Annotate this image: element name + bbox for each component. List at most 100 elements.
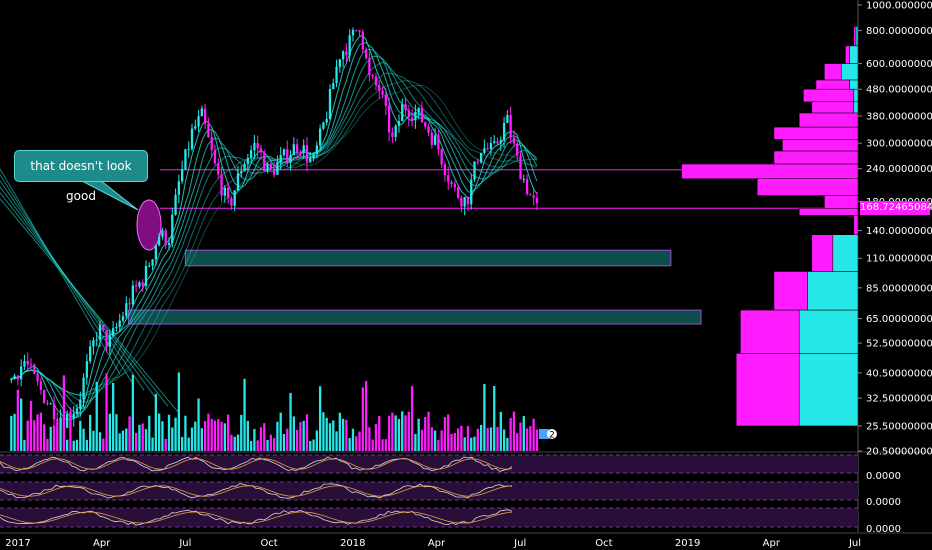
volume-bar — [213, 420, 217, 451]
x-tick-label: Apr — [428, 538, 446, 549]
candle — [479, 152, 483, 163]
candle — [430, 132, 433, 145]
candle — [295, 144, 299, 153]
x-tick-label: Apr — [763, 538, 781, 549]
candle — [92, 340, 95, 347]
volume-bar — [164, 438, 167, 451]
candle — [148, 265, 151, 267]
candle — [453, 183, 456, 188]
candle — [26, 360, 29, 365]
volume-bar — [338, 412, 341, 451]
volume-bar — [427, 411, 430, 451]
candle — [154, 245, 158, 260]
volume-profile-down-10 — [773, 150, 859, 165]
volume-bar — [62, 375, 66, 451]
candle — [286, 149, 289, 163]
candle — [10, 379, 13, 381]
candle — [427, 126, 430, 133]
candle — [20, 366, 23, 380]
volume-bar — [39, 412, 43, 451]
volume-bar — [197, 398, 200, 451]
volume-bar — [29, 400, 33, 451]
volume-profile-down-19 — [735, 353, 800, 427]
volume-bar — [378, 415, 381, 451]
y-tick-label: 380.00000000 — [866, 112, 932, 123]
volume-profile-up-17 — [807, 271, 859, 311]
volume-profile-up-16 — [832, 234, 859, 272]
volume-bar — [210, 418, 213, 451]
candle — [496, 141, 499, 144]
volume-bar — [450, 433, 453, 451]
volume-bar — [525, 428, 529, 451]
volume-bar — [56, 421, 59, 451]
volume-bar — [522, 416, 525, 451]
volume-bar — [509, 418, 512, 451]
volume-bar — [443, 417, 447, 451]
candle — [315, 145, 318, 154]
candle — [111, 328, 115, 336]
oscillator-band-2 — [0, 482, 858, 500]
x-tick-label: 2018 — [340, 538, 365, 549]
volume-profile-down-1 — [853, 26, 857, 47]
candle — [177, 181, 181, 195]
highlight-ellipse — [136, 199, 162, 251]
x-tick-label: 2019 — [675, 538, 700, 549]
candle — [88, 346, 92, 362]
volume-bar — [387, 415, 391, 451]
candle — [52, 403, 56, 420]
candle — [105, 329, 108, 347]
candle — [108, 335, 112, 347]
volume-bar — [447, 414, 450, 451]
y-tick-label: 600.00000000 — [866, 59, 932, 70]
volume-bar — [394, 415, 397, 451]
candle — [338, 59, 341, 67]
volume-bar — [289, 392, 292, 451]
volume-bar — [246, 420, 249, 451]
moving-average-7 — [11, 80, 537, 396]
volume-bar — [292, 416, 295, 451]
volume-bar — [506, 437, 509, 451]
volume-bar — [420, 429, 424, 451]
volume-bar — [535, 429, 539, 451]
candle — [433, 135, 437, 145]
volume-bar — [115, 414, 118, 451]
candle — [312, 153, 315, 159]
volume-bar — [220, 421, 223, 451]
volume-bar — [486, 427, 489, 451]
candle — [200, 108, 203, 117]
volume-bar — [223, 423, 226, 451]
candle — [217, 163, 220, 175]
candle — [506, 115, 509, 123]
volume-profile-down-16 — [811, 234, 834, 272]
candle — [56, 419, 59, 422]
volume-bar — [59, 419, 62, 451]
moving-average-2 — [11, 42, 538, 419]
volume-profile-up-5 — [853, 88, 859, 103]
candle — [236, 173, 240, 191]
candle — [82, 377, 85, 400]
volume-bar — [190, 427, 194, 451]
volume-bar — [49, 426, 52, 451]
volume-profile-up-18 — [798, 309, 859, 354]
oscillator-axis-label: 0.0000 — [866, 471, 901, 482]
volume-bar — [512, 411, 516, 451]
candle — [512, 137, 516, 144]
candle — [325, 118, 328, 123]
candle — [171, 214, 174, 243]
volume-bar — [121, 430, 125, 451]
candle — [184, 149, 187, 170]
volume-bar — [348, 438, 351, 451]
candle — [305, 145, 309, 162]
candle — [387, 105, 391, 133]
candle — [161, 230, 164, 237]
candle — [341, 51, 345, 60]
volume-bar — [200, 428, 203, 451]
legacy-average-1 — [0, 168, 121, 375]
volume-bar — [102, 438, 105, 451]
annotation-callout[interactable]: that doesn't look good — [14, 150, 148, 203]
y-tick-label: 1000.00000000 — [866, 1, 932, 12]
candle — [368, 57, 371, 76]
candle — [276, 162, 279, 175]
candle — [164, 230, 167, 245]
